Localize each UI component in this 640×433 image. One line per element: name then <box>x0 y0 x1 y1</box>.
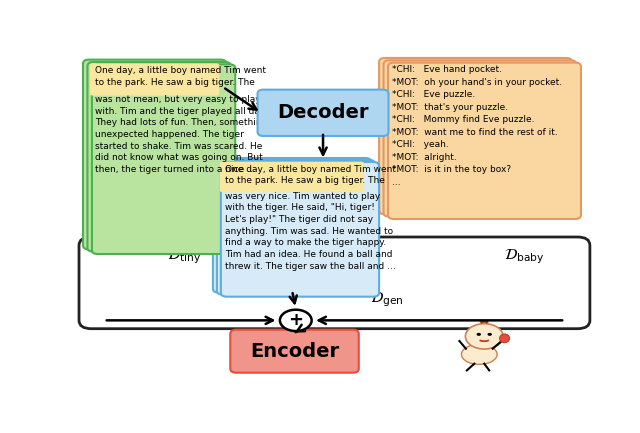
FancyBboxPatch shape <box>83 60 227 249</box>
FancyBboxPatch shape <box>213 158 371 293</box>
Text: +: + <box>288 311 303 330</box>
FancyBboxPatch shape <box>88 62 231 252</box>
FancyBboxPatch shape <box>92 64 236 254</box>
Ellipse shape <box>500 334 509 343</box>
Text: $\mathcal{D}_{\rm baby}$: $\mathcal{D}_{\rm baby}$ <box>504 247 544 265</box>
FancyBboxPatch shape <box>221 162 379 297</box>
FancyBboxPatch shape <box>379 58 572 214</box>
Text: $\mathcal{D}_{\rm tiny}$: $\mathcal{D}_{\rm tiny}$ <box>167 247 202 265</box>
Text: Decoder: Decoder <box>277 103 369 122</box>
Text: Encoder: Encoder <box>250 342 339 361</box>
Circle shape <box>465 324 503 349</box>
FancyBboxPatch shape <box>90 63 220 96</box>
Circle shape <box>477 333 481 336</box>
Text: was not mean, but very easy to play
with. Tim and the tiger played all day.
They: was not mean, but very easy to play with… <box>95 95 268 174</box>
Circle shape <box>280 310 312 331</box>
FancyBboxPatch shape <box>388 63 581 219</box>
Circle shape <box>488 333 492 336</box>
FancyBboxPatch shape <box>230 330 359 373</box>
FancyBboxPatch shape <box>257 90 388 136</box>
FancyBboxPatch shape <box>217 160 375 295</box>
Text: One day, a little boy named Tim went
to the park. He saw a big tiger. The: One day, a little boy named Tim went to … <box>225 165 396 185</box>
Ellipse shape <box>461 344 497 364</box>
Text: was very nice. Tim wanted to play
with the tiger. He said, "Hi, tiger!
Let's pla: was very nice. Tim wanted to play with t… <box>225 192 396 271</box>
Text: $\mathcal{D}_{\rm gen}$: $\mathcal{D}_{\rm gen}$ <box>370 291 404 309</box>
FancyBboxPatch shape <box>220 162 364 192</box>
Text: *CHI:   Eve hand pocket.
*MOT:  oh your hand's in your pocket.
*CHI:   Eve puzzl: *CHI: Eve hand pocket. *MOT: oh your han… <box>392 65 562 187</box>
FancyBboxPatch shape <box>383 60 577 216</box>
Text: One day, a little boy named Tim went
to the park. He saw a big tiger. The: One day, a little boy named Tim went to … <box>95 66 266 87</box>
